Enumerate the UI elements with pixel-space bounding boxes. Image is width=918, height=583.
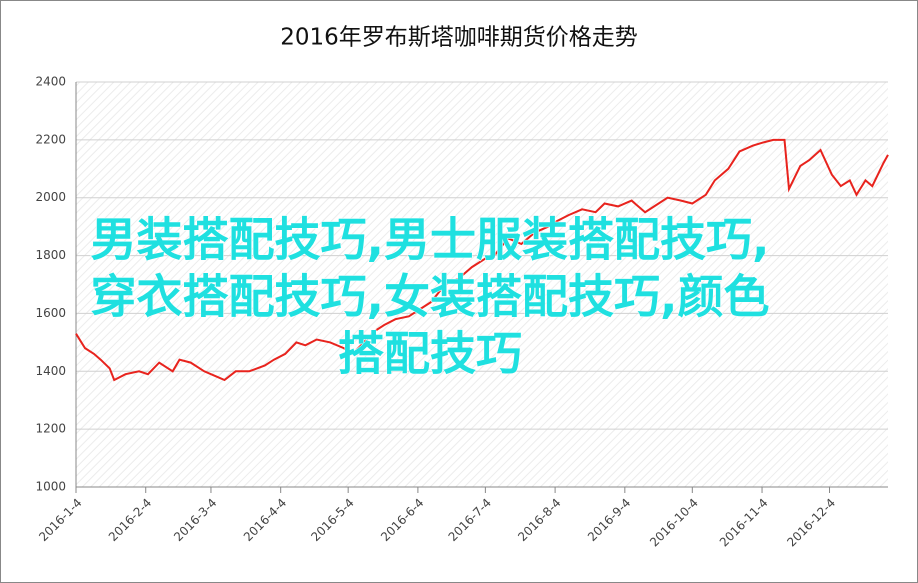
watermark-text: 穿衣搭配技巧,女装搭配技巧,颜色 (91, 270, 770, 324)
y-tick-label: 1200 (35, 422, 66, 436)
y-tick-label: 1600 (35, 306, 66, 320)
plot-area (76, 82, 888, 487)
y-tick-label: 1000 (35, 480, 66, 494)
watermark-text: 搭配技巧 (338, 327, 522, 381)
watermark-text: 男装搭配技巧,男士服装搭配技巧, (91, 213, 770, 267)
y-tick-label: 1400 (35, 364, 66, 378)
chart-title: 2016年罗布斯塔咖啡期货价格走势 (280, 25, 638, 51)
y-tick-label: 2000 (35, 190, 66, 204)
y-tick-label: 1800 (35, 248, 66, 262)
y-tick-label: 2200 (35, 132, 66, 146)
y-tick-label: 2400 (35, 75, 66, 89)
price-line (75, 138, 889, 382)
